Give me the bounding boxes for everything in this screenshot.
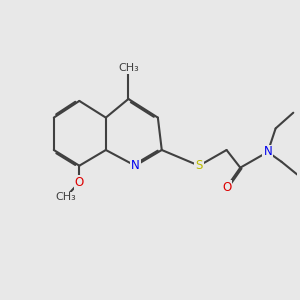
Text: O: O	[75, 176, 84, 189]
Text: CH₃: CH₃	[118, 63, 139, 74]
Text: CH₃: CH₃	[55, 192, 76, 202]
Text: N: N	[263, 146, 272, 158]
Text: S: S	[195, 159, 203, 172]
Text: N: N	[131, 159, 140, 172]
Text: O: O	[222, 181, 231, 194]
